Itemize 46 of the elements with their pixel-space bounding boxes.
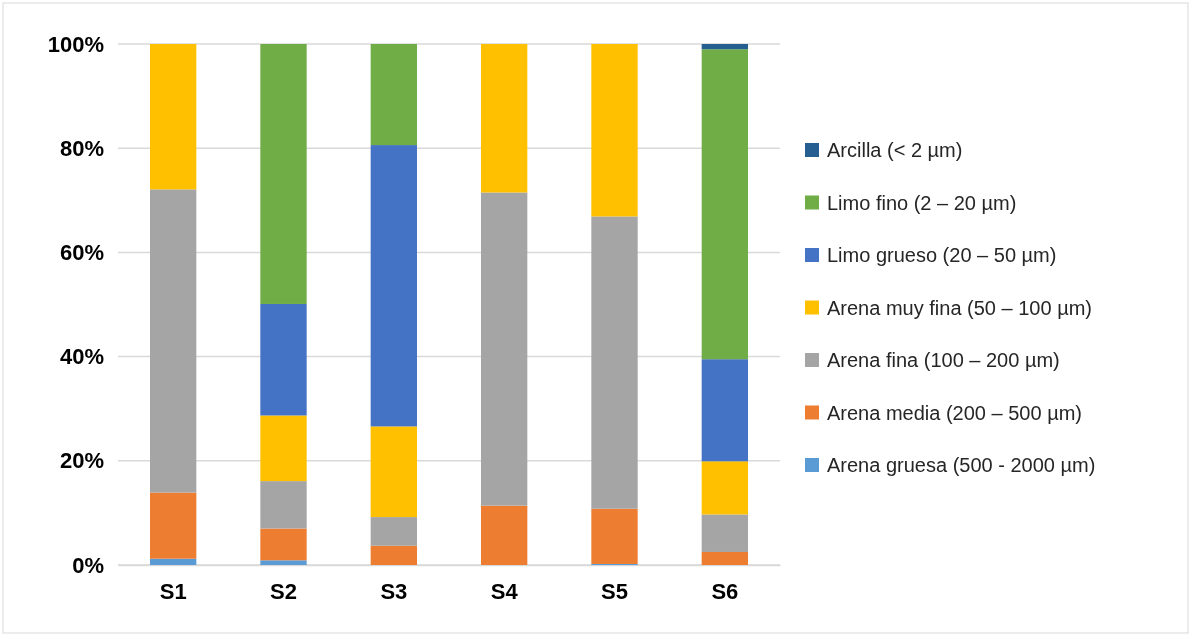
y-tick-label: 0% [72, 552, 104, 578]
y-tick-label: 60% [59, 239, 104, 265]
bar [260, 415, 307, 482]
y-tick-label: 40% [59, 344, 104, 370]
bar [260, 528, 307, 561]
x-tick-label: S3 [380, 578, 408, 604]
bar [701, 514, 748, 552]
legend-label: Limo grueso (20 – 50 µm) [827, 244, 1057, 266]
bar [150, 189, 197, 493]
bar [260, 303, 307, 416]
bar [370, 545, 417, 565]
bar [701, 551, 748, 565]
x-tick-label: S6 [711, 578, 739, 604]
bar [370, 426, 417, 518]
bar [591, 44, 638, 217]
bar [370, 145, 417, 427]
bar [150, 44, 197, 190]
bar [260, 560, 307, 565]
y-tick-label: 100% [47, 31, 104, 57]
x-tick-label: S2 [270, 578, 297, 604]
bar [150, 492, 197, 559]
legend-label: Arena fina (100 – 200 µm) [827, 349, 1060, 371]
bar [260, 44, 307, 304]
bar [481, 44, 528, 193]
legend-label: Arena media (200 – 500 µm) [827, 401, 1082, 424]
bar [370, 517, 417, 546]
bar [591, 508, 638, 564]
bar [370, 44, 417, 146]
bar [150, 558, 197, 565]
bar [701, 44, 748, 50]
x-tick-label: S5 [601, 578, 628, 604]
bar [260, 481, 307, 529]
x-tick-label: S1 [159, 578, 187, 604]
legend-label: Limo fino (2 – 20 µm) [827, 191, 1017, 214]
y-tick-label: 80% [59, 135, 104, 161]
x-tick-label: S4 [490, 578, 519, 604]
legend-label: Arcilla (< 2 µm) [827, 139, 963, 161]
y-tick-label: 20% [59, 448, 104, 474]
bar [701, 49, 748, 360]
bar [591, 216, 638, 509]
bar [481, 505, 528, 565]
bar [701, 461, 748, 515]
bar [481, 192, 528, 506]
legend-label: Arena muy fina (50 – 100 µm) [827, 296, 1092, 319]
bar [701, 359, 748, 462]
legend-label: Arena gruesa (500 - 2000 µm) [827, 454, 1096, 476]
